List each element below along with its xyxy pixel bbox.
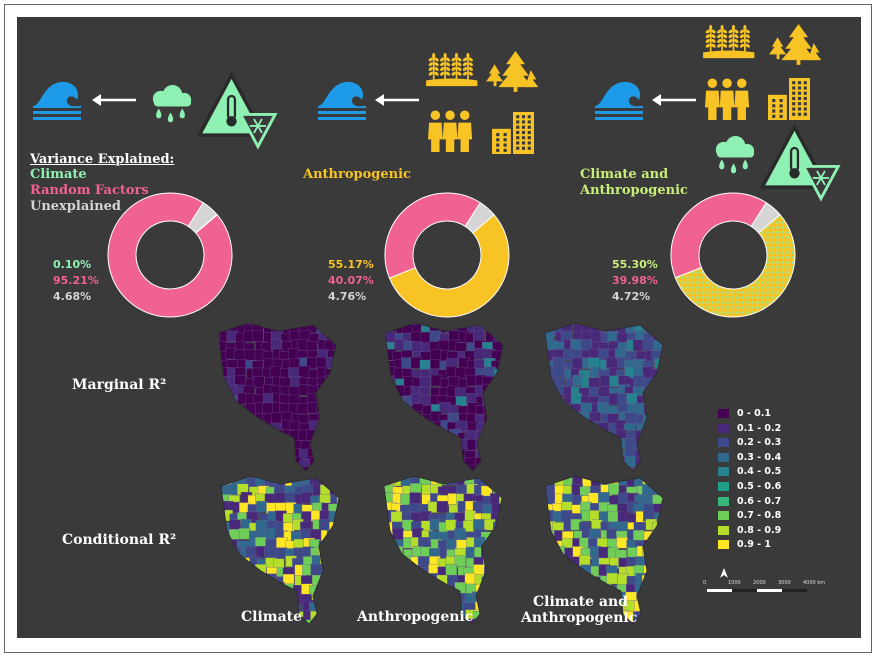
row-label-conditional: Conditional R² — [62, 532, 177, 548]
legend-item: 0 - 0.1 — [718, 408, 771, 420]
slice-explained — [388, 214, 510, 318]
col-label-combined-1: Climate and — [533, 594, 628, 610]
donut-climate — [107, 192, 233, 318]
scale-tick-label: 0 — [703, 580, 707, 586]
title-combined: Climate and Anthropogenic — [580, 167, 688, 198]
legend-label: 0.3 - 0.4 — [737, 451, 782, 463]
legend-swatch — [718, 452, 729, 462]
legend-item: 0.9 - 1 — [718, 539, 771, 551]
slice-random — [107, 192, 233, 318]
legend-swatch — [718, 423, 729, 433]
legend-swatch — [718, 482, 729, 491]
legend-label: 0.7 - 0.8 — [737, 510, 782, 522]
legend-item: 0.1 - 0.2 — [718, 423, 781, 435]
legend-item: 0.3 - 0.4 — [718, 452, 781, 464]
arrow-left-icon — [375, 94, 419, 106]
variance-legend-climate: Climate — [30, 167, 87, 182]
wave-icon — [595, 81, 643, 120]
slice-random — [670, 192, 767, 279]
forest-icon — [486, 51, 539, 92]
title-anthropogenic: Anthropogenic — [303, 167, 411, 182]
crops-icon — [426, 52, 478, 87]
pct-anthro-unexplained: 4.76% — [328, 290, 367, 303]
legend-label: 0.1 - 0.2 — [737, 422, 782, 434]
pct-combined-random: 39.98% — [612, 274, 658, 287]
scale-tick-label: 4000 km — [803, 580, 826, 586]
buildings-icon — [768, 78, 810, 120]
wave-icon — [33, 81, 81, 120]
legend-swatch — [718, 467, 729, 477]
variance-legend-random: Random Factors — [30, 183, 149, 198]
rain-cloud-icon — [152, 85, 192, 123]
legend-swatch — [718, 438, 729, 448]
row-label-marginal: Marginal R² — [72, 377, 167, 393]
map-marginal-anthropogenic — [384, 322, 504, 472]
pct-combined-unexplained: 4.72% — [612, 290, 651, 303]
legend-swatch — [718, 511, 729, 521]
legend-swatch — [718, 496, 729, 506]
col-label-combined-2: Anthropogenic — [521, 610, 638, 626]
legend-label: 0.9 - 1 — [737, 539, 771, 551]
map-marginal-climate — [217, 322, 337, 472]
legend-swatch — [718, 409, 729, 418]
variance-legend-unexplained: Unexplained — [30, 199, 122, 214]
legend-item: 0.2 - 0.3 — [718, 437, 781, 449]
people-icon — [428, 110, 473, 152]
pct-anthro-explained: 55.17% — [328, 258, 374, 271]
pct-climate-explained: 0.10% — [53, 258, 92, 271]
pct-anthro-random: 40.07% — [328, 274, 374, 287]
variance-heading: Variance Explained: — [30, 152, 175, 167]
wave-icon — [318, 81, 366, 120]
pct-climate-unexplained: 4.68% — [53, 290, 92, 303]
legend-label: 0.5 - 0.6 — [737, 481, 782, 492]
legend-item: 0.5 - 0.6 — [718, 481, 781, 493]
legend-item: 0.8 - 0.9 — [718, 525, 781, 537]
pct-combined-explained: 55.30% — [612, 258, 658, 271]
legend-label: 0 - 0.1 — [737, 408, 771, 419]
scale-bar — [707, 589, 807, 592]
legend-swatch — [718, 540, 729, 550]
buildings-icon — [492, 112, 534, 154]
rain-cloud-icon — [715, 136, 755, 174]
pct-climate-random: 95.21% — [53, 274, 99, 287]
scale-tick-label: 2000 — [753, 580, 766, 586]
donut-combined — [670, 192, 796, 318]
slice-explained — [674, 213, 796, 318]
arrow-left-icon — [92, 94, 136, 106]
legend-item: 0.7 - 0.8 — [718, 510, 781, 522]
temperature-warning-icon — [196, 71, 278, 150]
legend-item: 0.6 - 0.7 — [718, 496, 781, 508]
scale-tick-label: 1000 — [728, 580, 741, 586]
temperature-warning-icon — [759, 123, 841, 202]
scale-tick-label: 3000 — [778, 580, 791, 586]
legend-label: 0.4 - 0.5 — [737, 466, 782, 478]
arrow-left-icon — [652, 94, 696, 106]
donut-anthropogenic — [384, 192, 510, 318]
legend-label: 0.8 - 0.9 — [737, 524, 782, 536]
map-marginal-combined — [544, 322, 664, 472]
north-arrow-icon — [720, 568, 728, 578]
forest-icon — [769, 24, 822, 65]
col-label-climate: Climate — [241, 609, 303, 625]
legend-label: 0.6 - 0.7 — [737, 495, 782, 507]
col-label-anthropogenic: Anthropogenic — [357, 609, 474, 625]
slice-random — [384, 192, 481, 279]
crops-icon — [703, 24, 755, 59]
legend-item: 0.4 - 0.5 — [718, 466, 781, 478]
map-conditional-climate — [220, 475, 340, 625]
legend-label: 0.2 - 0.3 — [737, 437, 782, 449]
legend-swatch — [718, 525, 729, 535]
people-icon — [705, 78, 750, 120]
